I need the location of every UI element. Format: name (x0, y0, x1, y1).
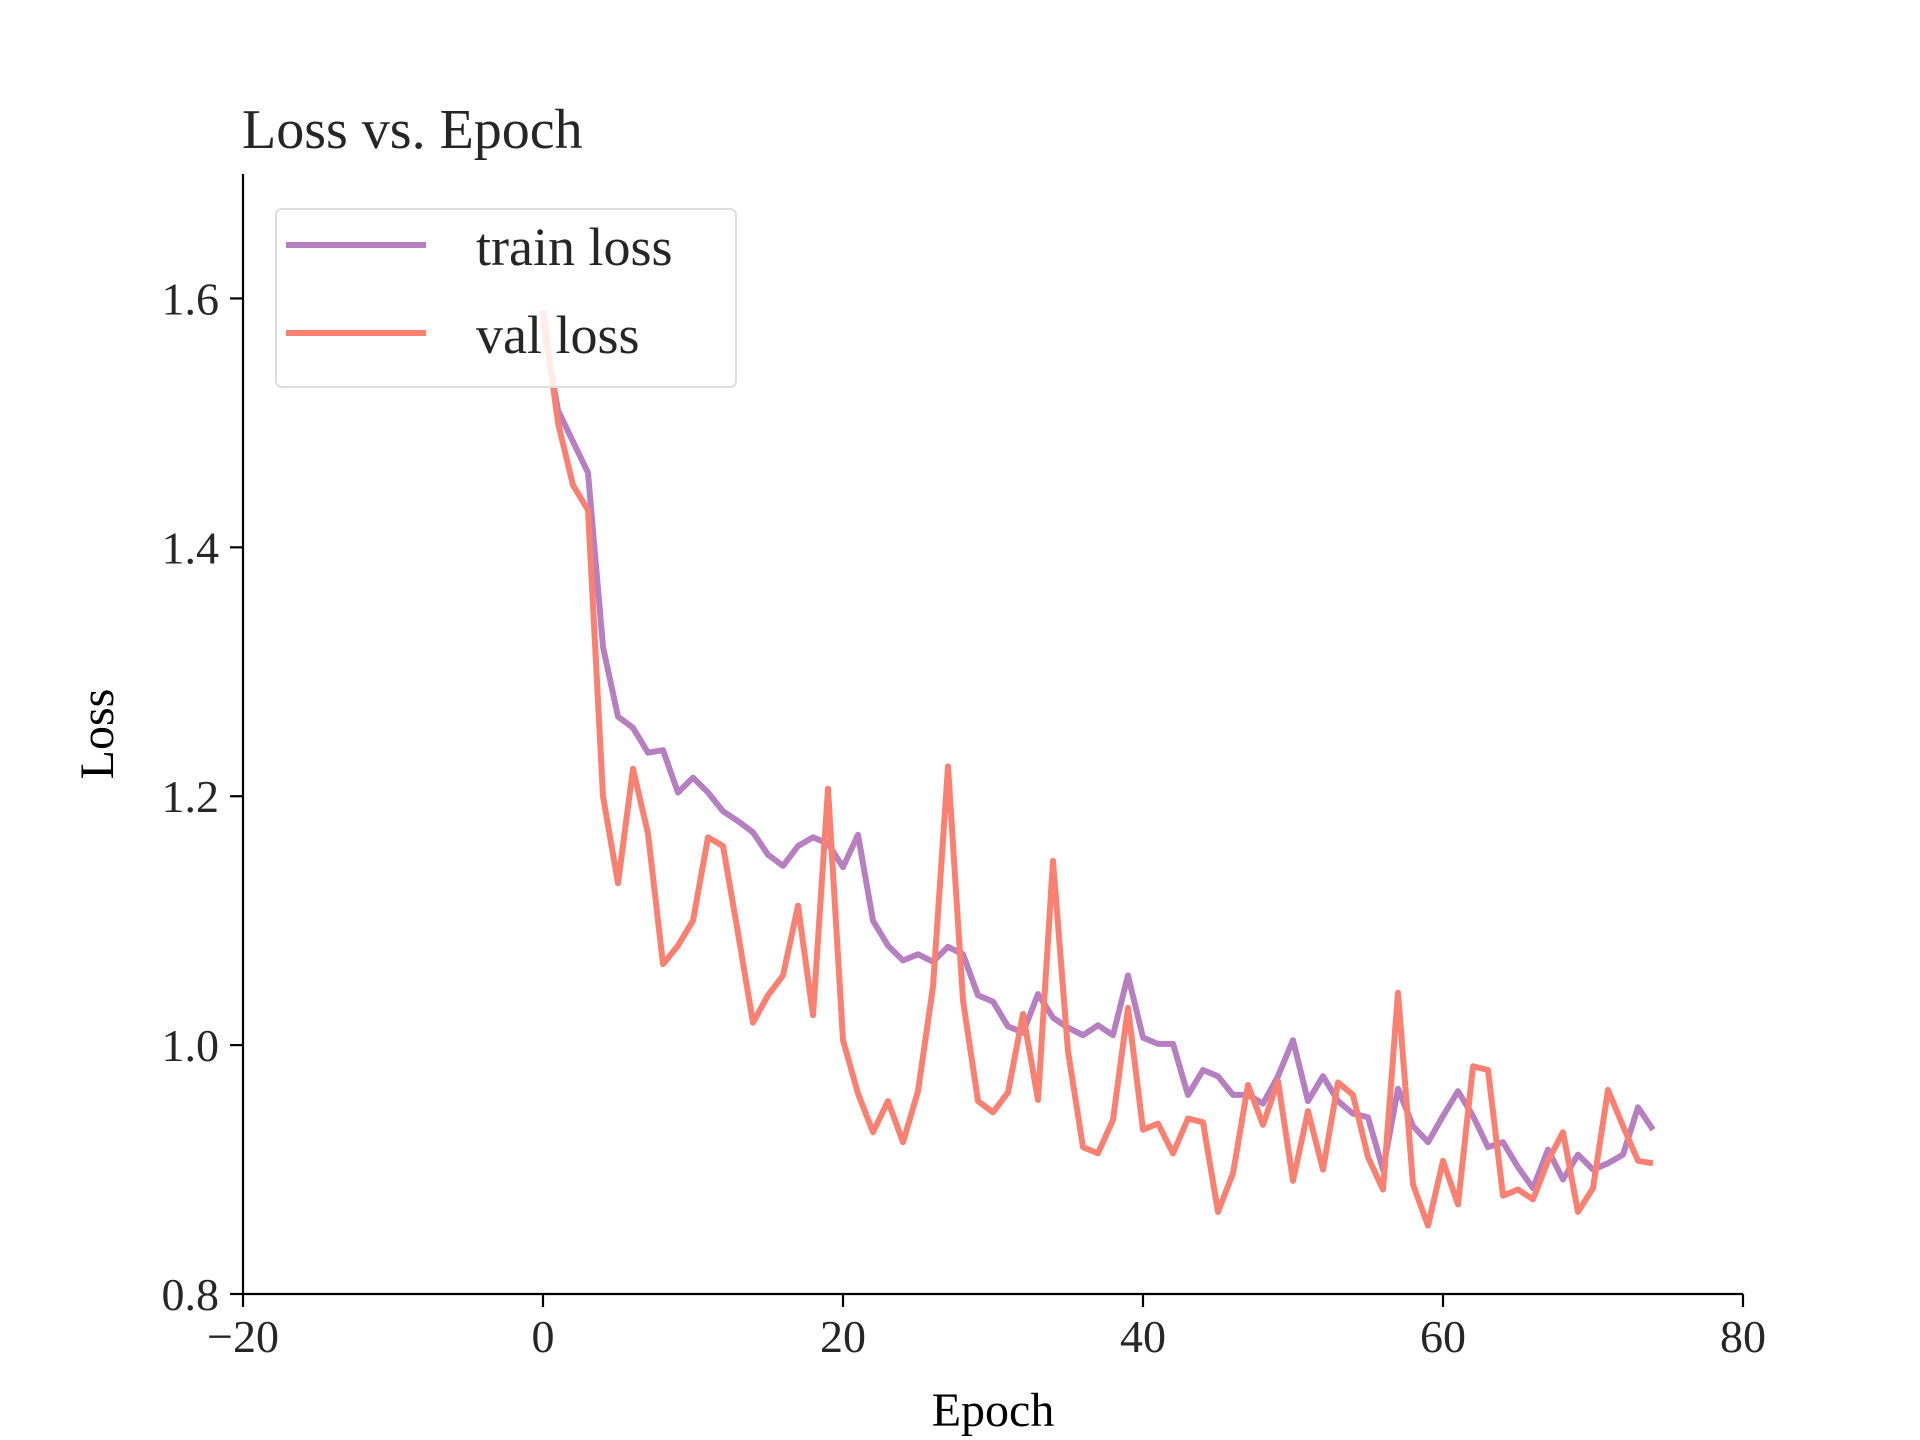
legend: train loss val loss (275, 208, 737, 388)
series-line-train-loss (540, 322, 1656, 1192)
x-tick-label: 80 (1720, 1311, 1766, 1362)
legend-label-val-loss: val loss (476, 305, 640, 365)
axes (241, 174, 1743, 1296)
x-ticks: −20 0 20 40 60 80 (207, 1294, 1766, 1362)
y-tick-label: 1.4 (162, 522, 220, 573)
series-lines (540, 310, 1656, 1229)
y-tick-label: 1.0 (162, 1020, 220, 1071)
legend-label-train-loss: train loss (476, 217, 673, 277)
x-axis-label: Epoch (932, 1384, 1055, 1437)
y-tick-label: 1.6 (162, 273, 220, 324)
y-tick-label: 1.2 (162, 771, 220, 822)
x-tick-label: 60 (1420, 1311, 1466, 1362)
x-tick-label: 0 (532, 1311, 555, 1362)
y-axis-label: Loss (71, 689, 124, 780)
series-line-val-loss (540, 310, 1654, 1229)
legend-box (275, 208, 737, 388)
y-ticks: 0.8 1.0 1.2 1.4 1.6 (162, 273, 243, 1320)
x-tick-label: −20 (207, 1311, 279, 1362)
chart-title: Loss vs. Epoch (242, 99, 583, 161)
y-tick-label: 0.8 (162, 1269, 220, 1320)
x-tick-label: 20 (820, 1311, 866, 1362)
x-tick-label: 40 (1120, 1311, 1166, 1362)
